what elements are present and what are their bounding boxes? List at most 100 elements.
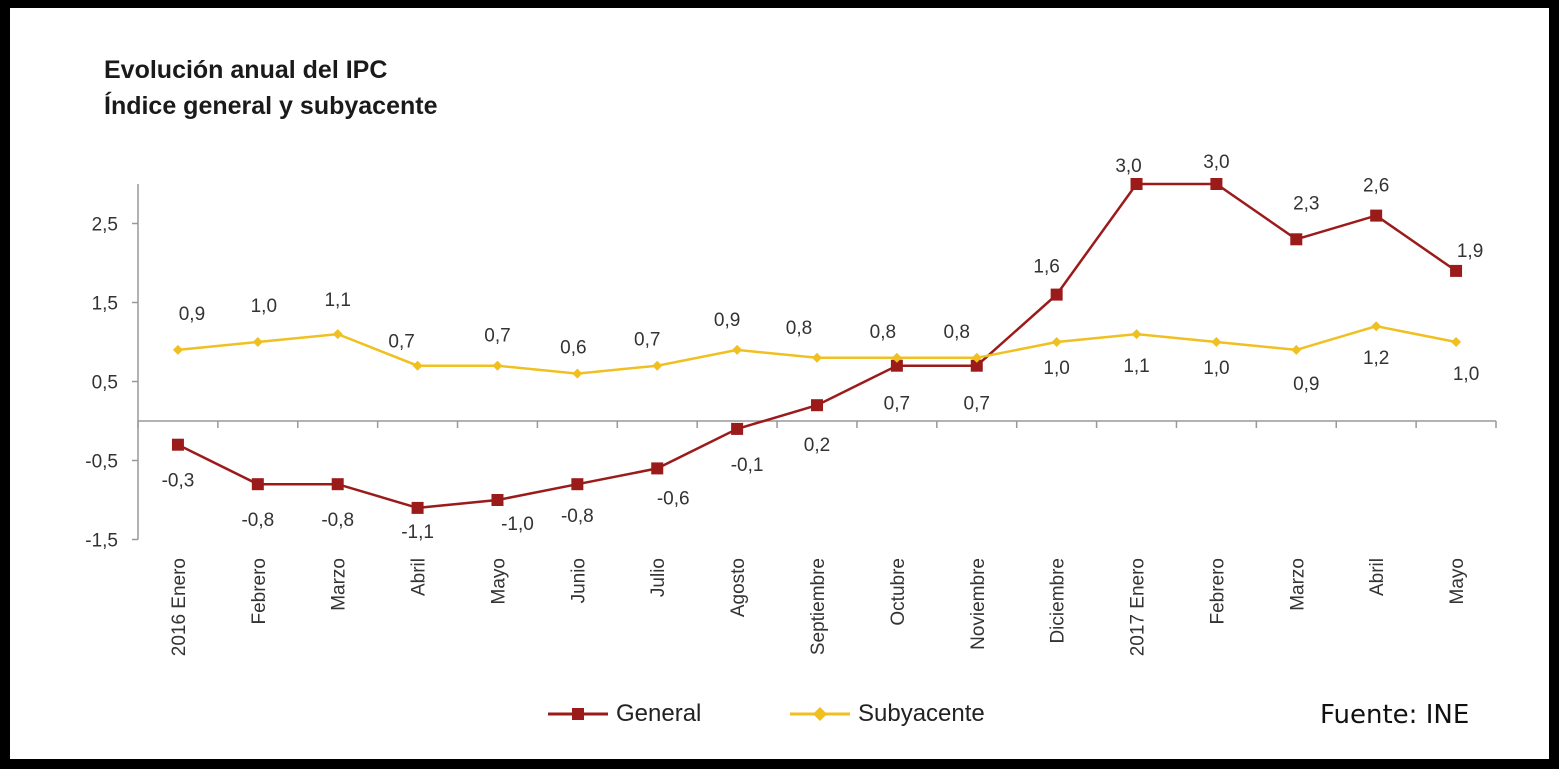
x-tick-label: Mayo (1447, 558, 1468, 604)
subyacente-data-label: 1,0 (1453, 364, 1479, 385)
x-tick-label: Octubre (888, 558, 909, 626)
legend-subyacente-marker (790, 707, 850, 721)
y-tick-label: 2,5 (92, 215, 118, 236)
general-data-label: 1,6 (1033, 257, 1059, 278)
general-point (1210, 178, 1223, 190)
legend-general: General (548, 700, 701, 728)
general-data-label: -0,8 (561, 506, 594, 527)
x-tick-label: Julio (648, 558, 669, 597)
x-tick-label: Abril (409, 558, 430, 596)
subyacente-point (332, 329, 343, 340)
subyacente-point (492, 360, 503, 371)
subyacente-point (652, 360, 663, 371)
general-point (251, 478, 264, 491)
legend-subyacente-label: Subyacente (858, 700, 985, 727)
subyacente-point (732, 344, 743, 355)
x-tick-label: Agosto (728, 558, 749, 617)
x-tick-label: 2017 Enero (1128, 558, 1149, 656)
general-point (1290, 233, 1303, 246)
subyacente-point (971, 352, 982, 363)
subyacente-data-label: 0,9 (1293, 374, 1319, 395)
x-tick-label: Abril (1367, 558, 1388, 596)
subyacente-point (1131, 329, 1142, 340)
subyacente-data-label: 0,9 (714, 310, 740, 331)
chart-title: Evolución anual del IPC (104, 56, 388, 84)
general-point (811, 399, 823, 412)
general-point (571, 478, 584, 491)
subyacente-data-label: 0,7 (634, 330, 660, 351)
general-point (411, 501, 424, 514)
x-tick-label: Septiembre (808, 558, 829, 655)
subyacente-series-line (177, 324, 1457, 375)
general-data-label: 3,0 (1203, 152, 1229, 173)
subyacente-point (252, 337, 263, 347)
x-tick-label: Marzo (1287, 558, 1308, 611)
general-data-label: 0,7 (964, 394, 990, 415)
y-tick-label: 1,5 (92, 294, 118, 315)
x-tick-label: Febrero (1207, 558, 1228, 625)
general-point (731, 422, 744, 435)
general-data-label: 0,2 (804, 435, 830, 456)
general-point (171, 438, 184, 451)
subyacente-data-label: 1,1 (1123, 356, 1149, 377)
subyacente-data-label: 0,7 (388, 332, 414, 353)
x-tick-label: Febrero (249, 558, 270, 625)
x-tick-label: Marzo (329, 558, 350, 611)
general-point (651, 462, 664, 475)
general-point (970, 359, 983, 372)
subyacente-data-label: 1,1 (324, 290, 350, 311)
y-tick-label: -0,5 (85, 452, 118, 473)
general-data-label: -0,8 (321, 510, 354, 531)
general-point (1130, 178, 1143, 190)
x-tick-label: Mayo (488, 558, 509, 604)
subyacente-point (172, 344, 183, 355)
subyacente-data-label: 0,8 (944, 322, 970, 343)
subyacente-point (891, 352, 902, 363)
general-data-label: -1,1 (401, 522, 434, 543)
subyacente-data-label: 0,6 (560, 338, 586, 359)
general-point (331, 478, 344, 491)
subyacente-point (1451, 337, 1462, 347)
subyacente-data-label: 1,0 (1043, 358, 1069, 379)
x-tick-label: Noviembre (968, 558, 989, 650)
general-data-label: 3,0 (1115, 156, 1141, 177)
general-data-label: 2,3 (1293, 193, 1319, 214)
subyacente-data-label: 1,0 (1203, 358, 1229, 379)
general-point (1450, 264, 1463, 277)
subyacente-data-label: 1,0 (251, 296, 277, 317)
subyacente-point (1211, 337, 1222, 347)
general-point (890, 359, 903, 372)
subyacente-data-label: 0,7 (484, 326, 510, 347)
source-note: Fuente: INE (1320, 700, 1470, 730)
x-tick-label: Diciembre (1048, 558, 1069, 644)
general-data-label: -0,6 (657, 488, 690, 509)
subyacente-data-label: 1,2 (1363, 348, 1389, 369)
y-tick-label: 0,5 (92, 373, 118, 394)
chart-frame (10, 8, 1549, 759)
subyacente-point (1051, 337, 1062, 347)
subyacente-point (812, 352, 822, 363)
general-point (1370, 209, 1383, 222)
general-data-label: -0,3 (162, 471, 195, 492)
subyacente-data-label: 0,8 (870, 322, 896, 343)
subyacente-point (572, 368, 583, 379)
general-point (1050, 288, 1063, 301)
subyacente-point (412, 360, 423, 371)
general-data-label: -1,0 (501, 514, 534, 535)
general-data-label: -0,8 (241, 510, 274, 531)
general-point (491, 494, 504, 506)
general-data-label: 1,9 (1457, 241, 1483, 262)
general-data-label: 2,6 (1363, 176, 1389, 197)
general-data-label: -0,1 (731, 455, 764, 476)
legend-subyacente: Subyacente (790, 700, 985, 728)
legend-general-marker (548, 708, 608, 720)
x-tick-label: 2016 Enero (169, 558, 190, 656)
subyacente-point (1371, 321, 1382, 332)
chart-subtitle: Índice general y subyacente (104, 92, 438, 120)
subyacente-point (1291, 344, 1302, 355)
subyacente-data-label: 0,9 (179, 304, 205, 325)
general-data-label: 0,7 (884, 394, 910, 415)
y-tick-label: -1,5 (85, 531, 118, 552)
x-tick-label: Junio (568, 558, 589, 603)
